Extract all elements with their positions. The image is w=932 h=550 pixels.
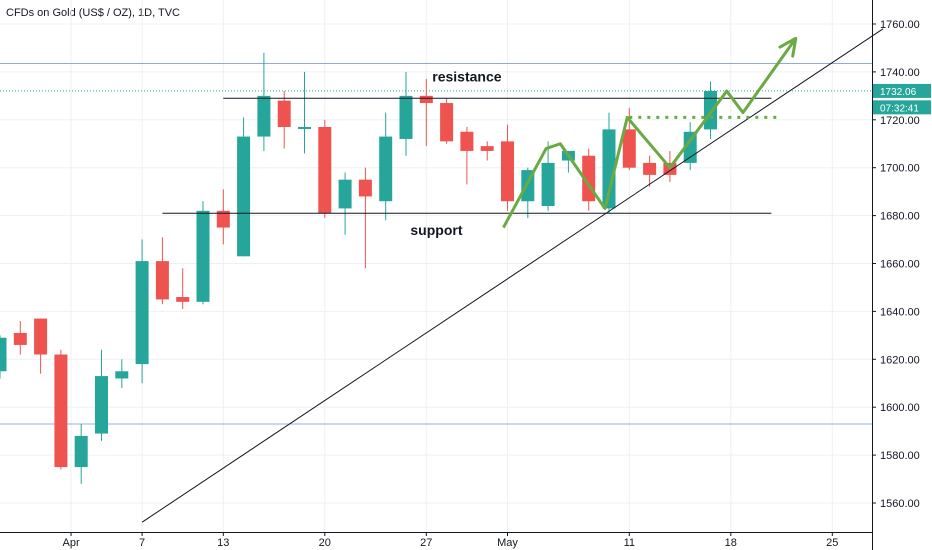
chart-title: CFDs on Gold (US$ / OZ), 1D, TVC [6,7,181,19]
price-badges: 1732.06 07:32:41 [873,83,931,115]
x-tick-label: 27 [420,537,432,549]
candle-up [704,91,717,130]
x-tick-label: 13 [217,537,229,549]
candle-up [115,371,129,379]
candle-up [399,95,413,139]
candle-up [379,136,393,202]
y-tick-label: 1600.00 [880,402,920,414]
candle-up [237,136,251,257]
candle-up [602,129,616,209]
candle-down [216,210,230,228]
x-tick-label: 25 [826,537,838,549]
y-tick-label: 1560.00 [880,498,920,510]
x-tick-label: May [497,537,518,549]
annotation-support: support [410,222,462,238]
y-tick-label: 1740.00 [880,67,920,79]
candle-down [460,131,474,151]
candle-down [440,103,454,142]
candles [0,52,717,484]
countdown-badge [873,100,931,115]
candle-down [643,162,657,175]
candle-up [196,210,210,302]
candle-down [13,332,27,345]
drawings: resistance support [141,28,884,523]
candle-down [358,179,372,197]
projection-path [502,37,797,229]
candle-up [541,162,555,207]
x-tick-label: 11 [624,537,635,549]
price-badge-text: 1732.06 [880,87,917,98]
y-tick-label: 1760.00 [880,19,920,31]
candle-up [257,95,271,137]
candle-down [54,354,68,468]
candle-up [135,261,149,365]
candle-up [74,435,88,468]
candle-up [338,179,352,209]
candle-down [480,146,494,151]
y-tick-label: 1680.00 [880,211,920,223]
candle-down [176,297,190,302]
y-tick-label: 1720.00 [880,115,920,127]
countdown-badge-text: 07:32:41 [880,103,919,114]
candle-up [95,376,108,434]
candle-up [0,337,7,372]
y-tick-label: 1580.00 [880,450,920,462]
x-tick-label: Apr [62,537,79,549]
annotation-resistance: resistance [432,68,501,84]
x-tick-label: 18 [725,537,737,549]
candle-down [277,100,291,127]
candle-down [419,95,433,104]
projection-arrow-head [778,36,798,58]
trendline [141,28,884,523]
candle-up [298,126,311,129]
y-tick-label: 1660.00 [880,259,920,271]
grid [0,0,872,532]
candle-down [318,126,332,214]
candle-down [155,261,169,300]
y-tick-label: 1700.00 [880,163,920,175]
price-badge [873,83,931,98]
x-tick-label: 7 [139,537,145,549]
candle-down [501,141,514,202]
y-tick-label: 1620.00 [880,354,920,366]
candle-down [34,318,48,355]
x-tick-label: 20 [319,537,331,549]
candle-down [622,129,636,168]
reference-lines [0,63,872,425]
y-tick-label: 1640.00 [880,306,920,318]
